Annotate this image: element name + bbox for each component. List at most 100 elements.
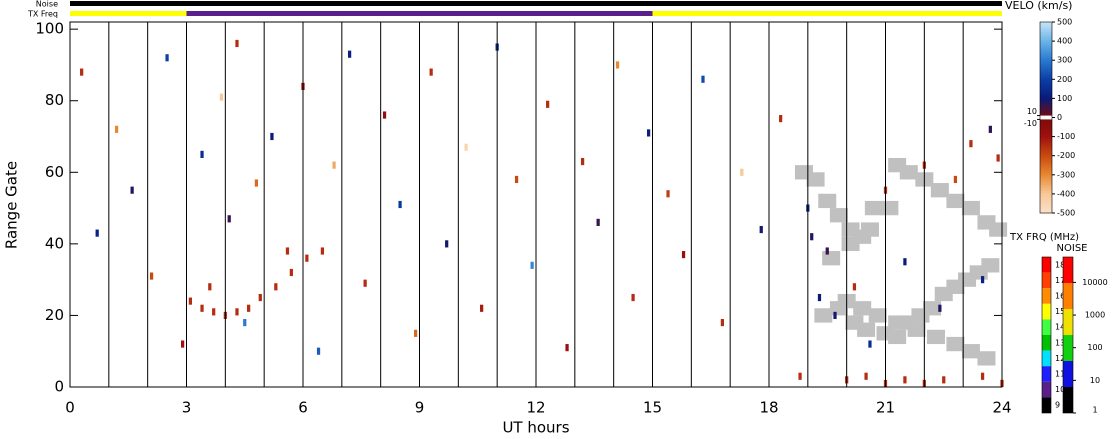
noise-swatch [1063, 309, 1073, 335]
noise-tick-label: 1000 [1085, 311, 1105, 320]
velo-swatch [1040, 187, 1052, 190]
velo-swatch [1040, 189, 1052, 192]
velo-swatch [1040, 63, 1052, 67]
velo-swatch [1040, 123, 1052, 126]
echo [980, 276, 985, 284]
tx-segment [652, 11, 1002, 16]
velo-swatch [1040, 59, 1052, 63]
velo-swatch [1040, 151, 1052, 154]
ground-scatter [888, 315, 907, 330]
velo-tick-label: 500 [1057, 18, 1072, 27]
echo [188, 297, 193, 305]
ground-scatter [829, 208, 848, 223]
x-tick-label: 21 [876, 399, 895, 417]
velo-swatch [1040, 193, 1052, 196]
echo [868, 340, 872, 348]
noise-frame [1062, 256, 1074, 414]
freq-swatch [1042, 366, 1051, 382]
velo-swatch [1040, 205, 1052, 208]
x-tick-label: 0 [65, 399, 75, 417]
velo-swatch [1040, 157, 1052, 160]
ground-scatter [857, 322, 876, 337]
echo [254, 179, 259, 187]
velo-swatch [1040, 129, 1052, 132]
echo [149, 272, 154, 280]
y-tick-label: 40 [45, 234, 64, 252]
velo-tick-label: 200 [1057, 75, 1072, 84]
echo [200, 150, 204, 158]
velo-swatch [1040, 185, 1052, 188]
velo-tick-label: -400 [1057, 189, 1075, 198]
echo [305, 254, 309, 262]
velo-tick-label: -100 [1057, 132, 1075, 141]
velo-swatch [1040, 33, 1052, 37]
ground-scatter [822, 251, 841, 266]
velo-swatch [1040, 25, 1052, 29]
velo-swatch [1040, 163, 1052, 166]
velo-swatch [1040, 133, 1052, 136]
ground-scatter [860, 222, 879, 237]
velo-swatch [1040, 119, 1052, 122]
velo-swatch [1040, 143, 1052, 146]
ground-scatter [888, 329, 907, 345]
echo [95, 229, 99, 237]
x-tick-label: 6 [298, 399, 308, 417]
velo-swatch [1040, 121, 1052, 124]
y-tick-label: 80 [45, 91, 64, 109]
echo [247, 304, 251, 312]
echo [165, 54, 169, 62]
velo-swatch [1040, 113, 1052, 117]
velo-swatch [1040, 39, 1052, 43]
echo [825, 247, 829, 255]
ground-scatter [926, 329, 945, 345]
echo [514, 175, 519, 184]
velo-swatch [1040, 111, 1052, 115]
velo-swatch [1040, 165, 1052, 168]
echo [565, 344, 569, 352]
velo-tick-label: -500 [1057, 209, 1075, 218]
echo [580, 157, 585, 166]
velo-swatch [1040, 22, 1052, 25]
ground-scatter [981, 258, 1000, 273]
echo [316, 347, 321, 355]
velo-swatch [1040, 31, 1052, 35]
velo-swatch [1040, 195, 1052, 198]
echo [130, 186, 134, 194]
ground-scatter [899, 165, 918, 180]
echo [720, 319, 725, 327]
noise-swatch [1063, 361, 1073, 387]
velo-swatch [1040, 175, 1052, 178]
velo-swatch [1040, 51, 1052, 55]
echo [903, 258, 907, 266]
ground-scatter [923, 301, 942, 316]
velo-swatch [1040, 23, 1052, 27]
ground-scatter [989, 222, 1008, 237]
velo-swatch [1040, 83, 1052, 87]
echo [701, 75, 705, 83]
velo-swatch [1040, 201, 1052, 204]
freq-tick-label: 12 [1055, 354, 1065, 363]
freq-swatch [1042, 288, 1051, 304]
echo [988, 125, 992, 133]
velo-swatch [1040, 75, 1052, 79]
echo [382, 111, 387, 119]
ground-scatter [930, 183, 949, 198]
velo-swatch [1040, 139, 1052, 142]
freq-tick-label: 16 [1055, 292, 1065, 301]
velo-swatch [1040, 65, 1052, 69]
velo-swatch [1040, 155, 1052, 158]
velo-swatch [1040, 35, 1052, 39]
y-tick-label: 100 [35, 20, 64, 38]
freq-frame [1041, 256, 1052, 414]
echo [243, 319, 247, 327]
velo-swatch [1040, 197, 1052, 200]
echo [546, 100, 550, 108]
velo-swatch [1040, 161, 1052, 164]
echo [332, 161, 336, 169]
velo-inner-label: -10 [1024, 119, 1037, 128]
echo [953, 175, 958, 184]
velo-swatch [1040, 209, 1052, 212]
echo [320, 247, 325, 255]
velo-tick-label: -200 [1057, 151, 1075, 160]
x-tick-label: 9 [415, 399, 425, 417]
